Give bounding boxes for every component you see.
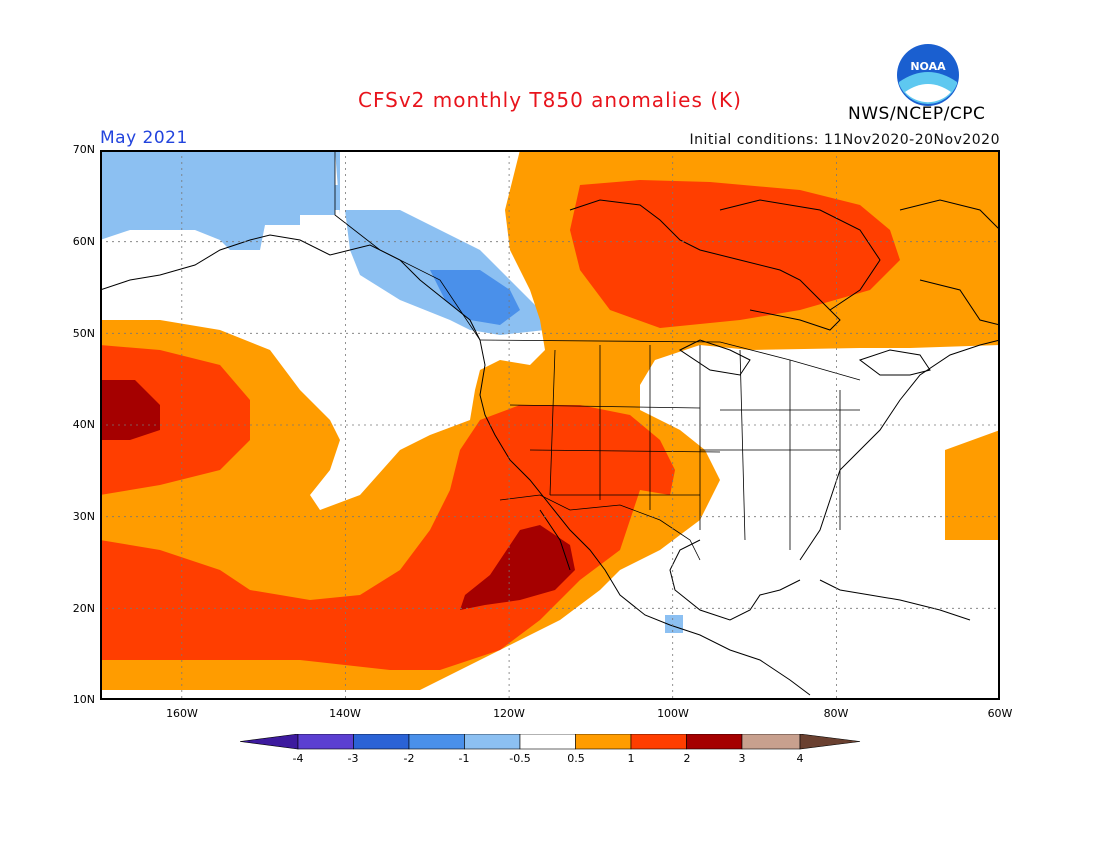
positive-anomaly-darkred xyxy=(100,380,575,610)
colorbar-label: -2 xyxy=(403,752,415,765)
colorbar-label: 2 xyxy=(683,752,691,765)
lon-label: 160W xyxy=(166,707,198,720)
colorbar-swatch xyxy=(630,734,687,750)
colorbar-swatch xyxy=(519,734,576,750)
colorbar-swatch xyxy=(741,734,801,750)
graticule xyxy=(100,150,1000,700)
colorbar-swatch xyxy=(408,734,465,750)
colorbar-arrow-high xyxy=(799,734,861,750)
colorbar-label: -4 xyxy=(292,752,304,765)
lon-label: 80W xyxy=(823,707,849,720)
lon-label: 140W xyxy=(329,707,361,720)
colorbar-swatch xyxy=(297,734,354,750)
colorbar-label: 0.5 xyxy=(567,752,585,765)
negative-anomaly-spot xyxy=(665,615,683,633)
colorbar-label: 1 xyxy=(627,752,635,765)
noaa-logo-icon: NOAA xyxy=(897,44,959,106)
colorbar-label: 4 xyxy=(796,752,804,765)
colorbar-swatch xyxy=(464,734,521,750)
lon-label: 120W xyxy=(493,707,525,720)
colorbar-swatch xyxy=(353,734,410,750)
initial-conditions: Initial conditions: 11Nov2020-20Nov2020 xyxy=(689,132,1000,148)
colorbar-label: 3 xyxy=(738,752,746,765)
colorbar-label: -0.5 xyxy=(509,752,531,765)
colorbar-arrow-low xyxy=(240,734,299,750)
anomaly-map xyxy=(100,150,1000,700)
colorbar-swatch xyxy=(686,734,743,750)
colorbar-label: -3 xyxy=(347,752,359,765)
political-boundaries xyxy=(334,150,861,561)
lat-label: 30N xyxy=(72,510,95,523)
map-title: CFSv2 monthly T850 anomalies (K) xyxy=(358,88,742,112)
agency-label: NWS/NCEP/CPC xyxy=(848,104,986,124)
coastlines xyxy=(100,199,1000,696)
lon-label: 100W xyxy=(657,707,689,720)
map-frame xyxy=(100,150,1000,700)
valid-month: May 2021 xyxy=(100,128,188,148)
lat-label: 20N xyxy=(72,602,95,615)
logo-text: NOAA xyxy=(910,60,946,73)
lat-label: 60N xyxy=(72,235,95,248)
colorbar-label: -1 xyxy=(458,752,470,765)
colorbar xyxy=(240,734,861,750)
noaa-logo: NOAA xyxy=(895,42,961,112)
lat-label: 70N xyxy=(72,143,95,156)
lon-label: 60W xyxy=(987,707,1013,720)
lat-label: 40N xyxy=(72,418,95,431)
negative-anomaly-medium xyxy=(430,270,520,325)
lat-label: 50N xyxy=(72,327,95,340)
lat-label: 10N xyxy=(72,693,95,706)
colorbar-swatch xyxy=(575,734,632,750)
positive-anomaly-red xyxy=(100,180,900,670)
